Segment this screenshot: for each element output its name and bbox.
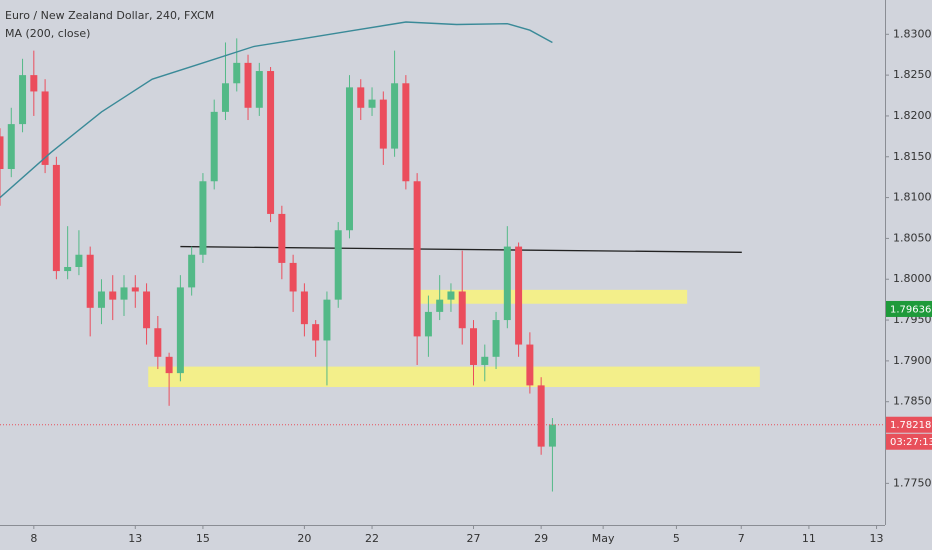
candle-body bbox=[402, 83, 410, 182]
x-tick-label: 11 bbox=[802, 532, 816, 545]
x-tick-label: 13 bbox=[128, 532, 142, 545]
candle-body bbox=[52, 164, 60, 272]
candle-body bbox=[86, 254, 94, 308]
candle-body bbox=[7, 124, 15, 170]
candle-body bbox=[233, 62, 241, 84]
candle-body bbox=[165, 356, 173, 374]
candle-body bbox=[470, 328, 477, 365]
x-tick-label: 27 bbox=[467, 532, 481, 545]
zone bbox=[419, 289, 688, 304]
candle-body bbox=[30, 75, 38, 92]
y-tick-label: 1.81000 bbox=[893, 191, 932, 204]
y-tick-label: 1.78500 bbox=[893, 395, 932, 408]
candle-body bbox=[548, 424, 556, 447]
x-tick-label: 29 bbox=[534, 532, 548, 545]
candle-body bbox=[19, 75, 27, 125]
candle-body bbox=[120, 287, 128, 300]
candle-body bbox=[0, 136, 4, 170]
candle-body bbox=[526, 344, 534, 386]
candle-body bbox=[131, 287, 139, 292]
candle-body bbox=[244, 62, 252, 108]
y-tick-label: 1.82500 bbox=[893, 68, 932, 81]
chart-title: Euro / New Zealand Dollar, 240, FXCM bbox=[5, 9, 214, 22]
candle-body bbox=[199, 181, 207, 255]
candle-body bbox=[413, 181, 421, 337]
candle-body bbox=[278, 213, 286, 263]
candle-body bbox=[391, 83, 399, 149]
candle-body bbox=[379, 99, 387, 149]
candle-body bbox=[357, 87, 365, 108]
candle-body bbox=[424, 311, 432, 337]
candle-body bbox=[221, 83, 229, 112]
x-tick-label: 8 bbox=[30, 532, 37, 545]
candle-body bbox=[109, 291, 117, 300]
candle-body bbox=[458, 291, 466, 329]
candle-body bbox=[503, 246, 511, 321]
candle-body bbox=[481, 356, 489, 365]
x-tick-label: 15 bbox=[196, 532, 210, 545]
moving-average bbox=[0, 21, 553, 199]
plot-area bbox=[0, 21, 760, 492]
candle-body bbox=[97, 291, 105, 308]
y-tick-label: 1.77500 bbox=[893, 476, 932, 489]
price-tag bbox=[886, 300, 932, 317]
candle-body bbox=[515, 246, 523, 345]
candle-body bbox=[143, 291, 151, 329]
candle-body bbox=[255, 71, 263, 108]
countdown-tag bbox=[886, 433, 932, 450]
price-tag bbox=[886, 416, 932, 433]
candle-body bbox=[300, 291, 308, 325]
y-tick-label: 1.79000 bbox=[893, 354, 932, 367]
candle-body bbox=[345, 87, 353, 231]
candle-body bbox=[334, 230, 342, 300]
candle-body bbox=[41, 91, 49, 165]
price-tag-label: 1.78218 bbox=[890, 420, 931, 431]
zone bbox=[148, 366, 760, 388]
countdown: 03:27:13 bbox=[890, 437, 932, 448]
candle-body bbox=[176, 287, 184, 374]
candle-body bbox=[267, 71, 275, 214]
candle-body bbox=[323, 299, 331, 341]
trendline bbox=[180, 245, 742, 253]
y-tick-label: 1.81500 bbox=[893, 150, 932, 163]
candle-body bbox=[289, 262, 297, 292]
indicator-label: MA (200, close) bbox=[5, 27, 90, 40]
candle-body bbox=[64, 266, 72, 272]
candle-body bbox=[436, 299, 444, 312]
x-tick-label: 20 bbox=[297, 532, 311, 545]
x-tick-label: 22 bbox=[365, 532, 379, 545]
candle-body bbox=[312, 324, 320, 341]
x-tick-label: 13 bbox=[870, 532, 884, 545]
candle-body bbox=[368, 99, 376, 108]
price-tag-label: 1.79636 bbox=[890, 304, 931, 315]
x-tick-label: May bbox=[592, 532, 615, 545]
y-tick-label: 1.80500 bbox=[893, 231, 932, 244]
x-tick-label: 7 bbox=[738, 532, 745, 545]
candle-body bbox=[537, 385, 545, 447]
candle-body bbox=[188, 254, 196, 288]
candle-body bbox=[210, 111, 218, 182]
y-tick-label: 1.83000 bbox=[893, 27, 932, 40]
candle-body bbox=[154, 328, 162, 357]
x-tick-label: 5 bbox=[673, 532, 680, 545]
y-tick-label: 1.80000 bbox=[893, 272, 932, 285]
candle-body bbox=[75, 254, 83, 267]
candle-body bbox=[447, 291, 455, 300]
y-tick-label: 1.82000 bbox=[893, 109, 932, 122]
candle-body bbox=[492, 320, 500, 357]
